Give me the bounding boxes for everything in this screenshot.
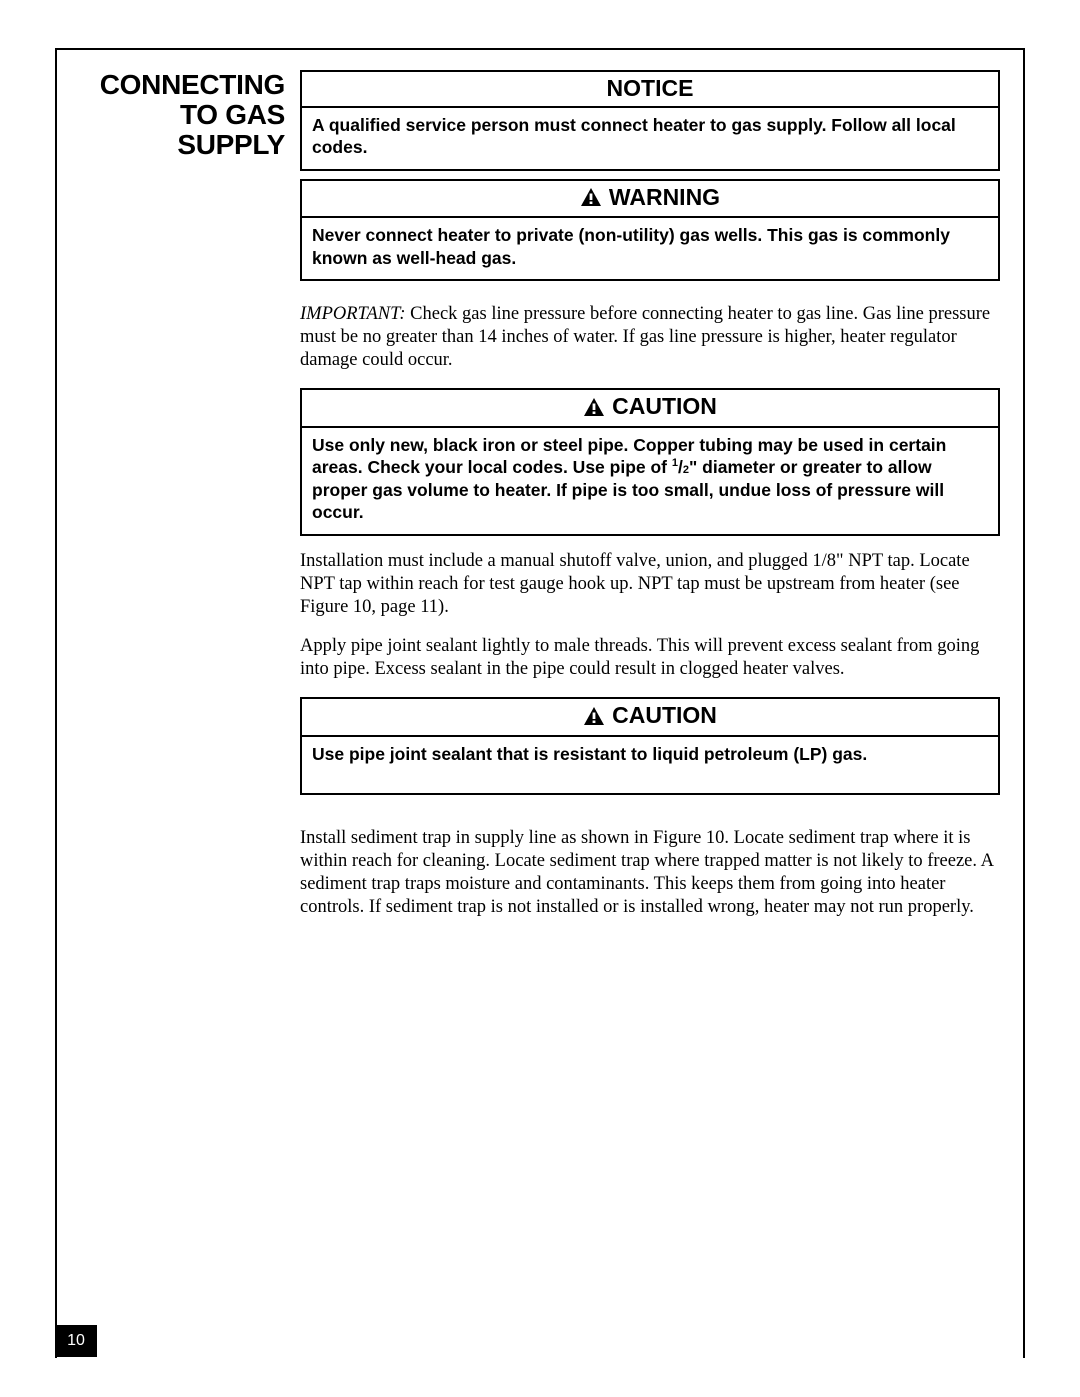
section-title-line2: TO GAS bbox=[180, 99, 285, 130]
body-paragraph-3: Install sediment trap in supply line as … bbox=[300, 827, 1000, 920]
warning-body: Never connect heater to private (non-uti… bbox=[302, 218, 998, 279]
caution-1-title: CAUTION bbox=[612, 393, 717, 420]
body-paragraph-2: Apply pipe joint sealant lightly to male… bbox=[300, 635, 1000, 681]
warning-icon bbox=[583, 706, 605, 726]
warning-icon bbox=[583, 397, 605, 417]
warning-header: WARNING bbox=[302, 181, 998, 219]
notice-body: A qualified service person must connect … bbox=[302, 108, 998, 169]
page-number: 10 bbox=[67, 1332, 85, 1350]
warning-title: WARNING bbox=[609, 184, 720, 211]
caution-box-1: CAUTION Use only new, black iron or stee… bbox=[300, 388, 1000, 535]
caution-2-header: CAUTION bbox=[302, 699, 998, 737]
caution-2-title: CAUTION bbox=[612, 702, 717, 729]
caution-1-header: CAUTION bbox=[302, 390, 998, 428]
section-title: CONNECTING TO GAS SUPPLY bbox=[75, 70, 300, 161]
caution-1-body: Use only new, black iron or steel pipe. … bbox=[302, 428, 998, 534]
important-label: IMPORTANT: bbox=[300, 304, 406, 324]
warning-icon bbox=[580, 187, 602, 207]
notice-header: NOTICE bbox=[302, 72, 998, 108]
important-paragraph: IMPORTANT: Check gas line pressure befor… bbox=[300, 303, 1000, 372]
body-paragraph-1: Installation must include a manual shuto… bbox=[300, 550, 1000, 619]
notice-box: NOTICE A qualified service person must c… bbox=[300, 70, 1000, 171]
page-content: CONNECTING TO GAS SUPPLY NOTICE A qualif… bbox=[75, 70, 1010, 936]
warning-box: WARNING Never connect heater to private … bbox=[300, 179, 1000, 281]
caution-box-2: CAUTION Use pipe joint sealant that is r… bbox=[300, 697, 1000, 795]
notice-title: NOTICE bbox=[607, 75, 694, 102]
section-title-line3: SUPPLY bbox=[177, 129, 285, 160]
page-number-badge: 10 bbox=[55, 1325, 97, 1357]
section-title-line1: CONNECTING bbox=[100, 69, 285, 100]
right-column-top: NOTICE A qualified service person must c… bbox=[300, 70, 1000, 289]
caution-2-body: Use pipe joint sealant that is resistant… bbox=[302, 737, 998, 793]
